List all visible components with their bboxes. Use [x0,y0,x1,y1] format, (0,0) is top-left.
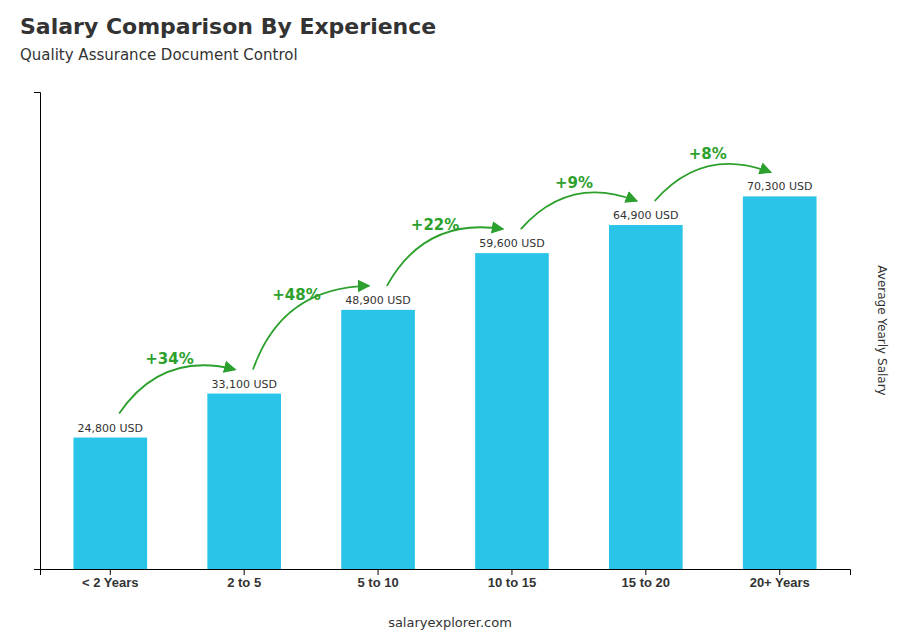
x-tick: 5 to 10 [357,569,398,590]
x-tick: 20+ Years [750,569,810,590]
y-axis-line [34,93,41,570]
x-tick-mark [378,569,379,575]
x-tick-label: 5 to 10 [357,575,398,590]
arrow [387,227,503,286]
bar [609,225,683,569]
value-label: 48,900 USD [345,294,411,307]
subtitle: Quality Assurance Document Control [20,46,298,64]
bar [341,310,415,569]
x-axis-line [41,570,851,576]
x-tick-label: 10 to 15 [488,575,536,590]
annotations: +34% +48% +22% +9% +8% [119,145,771,413]
y-axis-label: Average Yearly Salary [875,265,889,395]
x-tick-mark [244,569,245,575]
y-axis [34,93,41,570]
value-label: 24,800 USD [78,422,144,435]
x-tick-label: < 2 Years [82,575,139,590]
x-axis: < 2 Years 2 to 5 5 to 10 10 to 15 15 to 20 20… [41,569,851,590]
bar [73,438,147,569]
x-tick-label: 20+ Years [750,575,810,590]
chart: Salary Comparison By Experience Quality A… [0,0,900,641]
arrow [253,286,369,370]
plot: < 2 Years 2 to 5 5 to 10 10 to 15 15 to 20 20… [34,93,851,591]
value-label: 64,900 USD [613,209,679,222]
arrow [655,164,771,201]
annotation: +22% [411,216,459,234]
value-label: 70,300 USD [747,180,813,193]
annotation: +48% [272,286,320,304]
x-tick: 2 to 5 [227,569,261,590]
title: Salary Comparison By Experience [20,14,436,39]
annotation: +8% [689,145,727,163]
annotation: +9% [555,174,593,192]
x-tick: < 2 Years [82,569,139,590]
x-tick: 15 to 20 [622,569,670,590]
value-label: 33,100 USD [211,378,277,391]
x-tick-mark [645,569,646,575]
x-tick-label: 2 to 5 [227,575,261,590]
source: salaryexplorer.com [388,615,512,630]
arrow [521,192,637,229]
annotation: +34% [145,350,193,368]
x-tick: 10 to 15 [488,569,536,590]
bar [475,253,549,569]
x-tick-mark [511,569,512,575]
value-label: 59,600 USD [479,237,545,250]
bar [743,196,817,569]
bar [207,394,281,569]
x-tick-mark [779,569,780,575]
bars [73,196,816,569]
arrow [119,365,235,413]
x-tick-mark [110,569,111,575]
x-tick-label: 15 to 20 [622,575,670,590]
